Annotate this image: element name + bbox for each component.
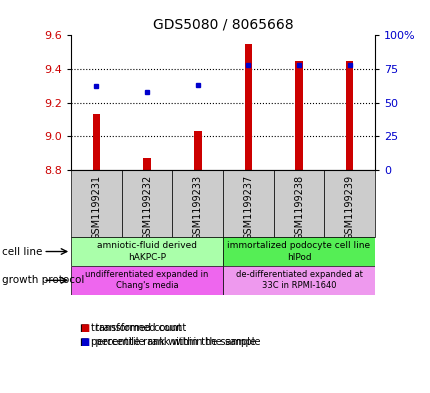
Text: GSM1199237: GSM1199237 (243, 175, 253, 241)
Text: ■: ■ (80, 337, 89, 347)
Bar (194, 131, 201, 170)
Text: undifferentiated expanded in
Chang's media: undifferentiated expanded in Chang's med… (85, 270, 208, 290)
Text: ■  transformed count: ■ transformed count (80, 323, 186, 333)
Bar (71, 170, 122, 237)
Text: de-differentiated expanded at
33C in RPMI-1640: de-differentiated expanded at 33C in RPM… (235, 270, 362, 290)
Bar (121, 170, 172, 237)
Text: percentile rank within the sample: percentile rank within the sample (90, 337, 255, 347)
Bar (92, 114, 100, 170)
Bar (273, 170, 323, 237)
Text: amniotic-fluid derived
hAKPC-P: amniotic-fluid derived hAKPC-P (97, 241, 197, 262)
Bar (223, 266, 374, 295)
Bar (223, 237, 374, 266)
Bar (345, 61, 353, 170)
Text: immortalized podocyte cell line
hIPod: immortalized podocyte cell line hIPod (227, 241, 370, 262)
Bar (172, 170, 223, 237)
Text: GSM1199238: GSM1199238 (293, 175, 303, 241)
Bar (223, 170, 273, 237)
Bar (71, 237, 223, 266)
Bar (323, 170, 374, 237)
Text: ■: ■ (80, 323, 89, 333)
Bar (244, 44, 252, 170)
Text: GSM1199232: GSM1199232 (142, 175, 152, 241)
Bar (143, 158, 150, 170)
Text: GSM1199233: GSM1199233 (192, 175, 202, 241)
Text: transformed count: transformed count (90, 323, 181, 333)
Text: cell line: cell line (2, 246, 43, 257)
Title: GDS5080 / 8065668: GDS5080 / 8065668 (152, 17, 293, 31)
Bar (71, 266, 223, 295)
Text: growth protocol: growth protocol (2, 275, 84, 285)
Text: GSM1199231: GSM1199231 (91, 175, 101, 241)
Bar (295, 61, 302, 170)
Text: GSM1199239: GSM1199239 (344, 175, 354, 241)
Text: ■  percentile rank within the sample: ■ percentile rank within the sample (80, 337, 260, 347)
